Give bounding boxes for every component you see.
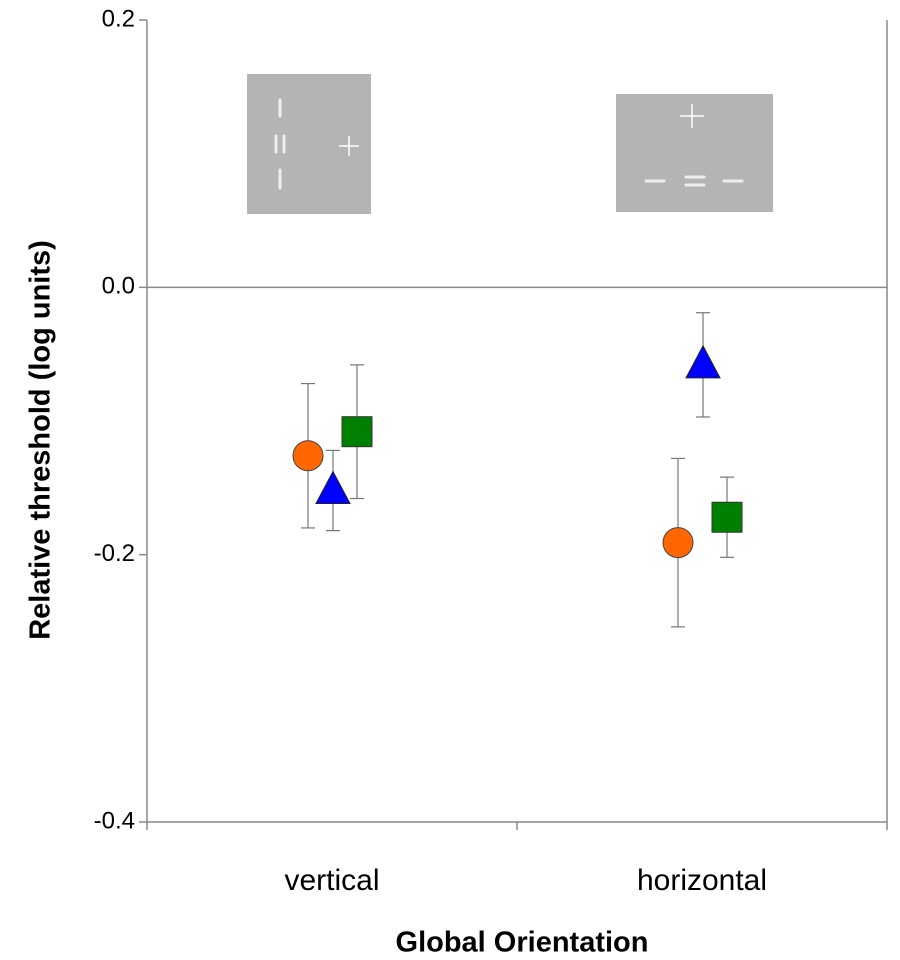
x-axis-label: Global Orientation	[396, 927, 649, 959]
marker	[685, 344, 721, 379]
x-tick-label: horizontal	[637, 864, 767, 897]
y-tick-label: 0.2	[102, 5, 135, 32]
y-tick-label: -0.4	[94, 807, 135, 834]
y-axis-label: Relative threshold (log units)	[25, 240, 57, 640]
marker	[662, 527, 694, 559]
x-tick-label: vertical	[284, 864, 379, 897]
marker	[711, 501, 743, 533]
stimulus-inset	[247, 74, 371, 214]
y-tick-label: 0.0	[102, 273, 135, 300]
marker	[341, 416, 373, 448]
marker	[292, 440, 324, 472]
marker	[315, 470, 351, 505]
stimulus-inset	[616, 94, 773, 212]
y-tick-label: -0.2	[94, 540, 135, 567]
